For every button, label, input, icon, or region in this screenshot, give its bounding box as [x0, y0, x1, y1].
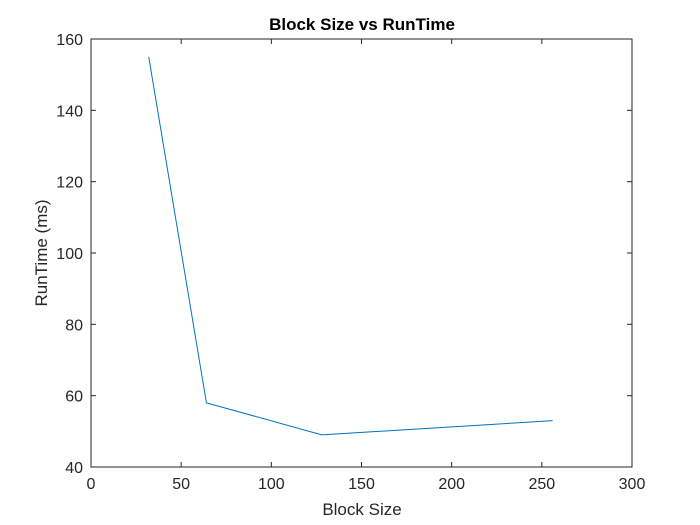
y-tick-label: 60: [65, 389, 83, 406]
y-axis: 40 60 80 100 120 140 160: [56, 32, 632, 477]
x-tick-label: 50: [172, 476, 190, 493]
x-tick-label: 100: [258, 476, 285, 493]
y-axis-label: RunTime (ms): [32, 199, 51, 306]
y-tick-label: 100: [56, 246, 83, 263]
y-tick-label: 160: [56, 32, 83, 49]
x-tick-label: 300: [619, 476, 646, 493]
y-tick-label: 140: [56, 103, 83, 120]
x-tick-label: 150: [348, 476, 375, 493]
y-tick-label: 120: [56, 175, 83, 192]
x-tick-label: 0: [87, 476, 96, 493]
plot-area: [90, 38, 633, 468]
y-tick-label: 40: [65, 460, 83, 477]
x-tick-label: 200: [438, 476, 465, 493]
x-axis-label: Block Size: [322, 500, 401, 519]
y-tick-label: 80: [65, 317, 83, 334]
chart-title: Block Size vs RunTime: [269, 15, 455, 34]
series-layer: [148, 56, 553, 436]
x-tick-label: 250: [528, 476, 555, 493]
series-line-0: [148, 56, 553, 436]
x-axis: 0 50 100 150 200 250 300: [87, 39, 646, 493]
